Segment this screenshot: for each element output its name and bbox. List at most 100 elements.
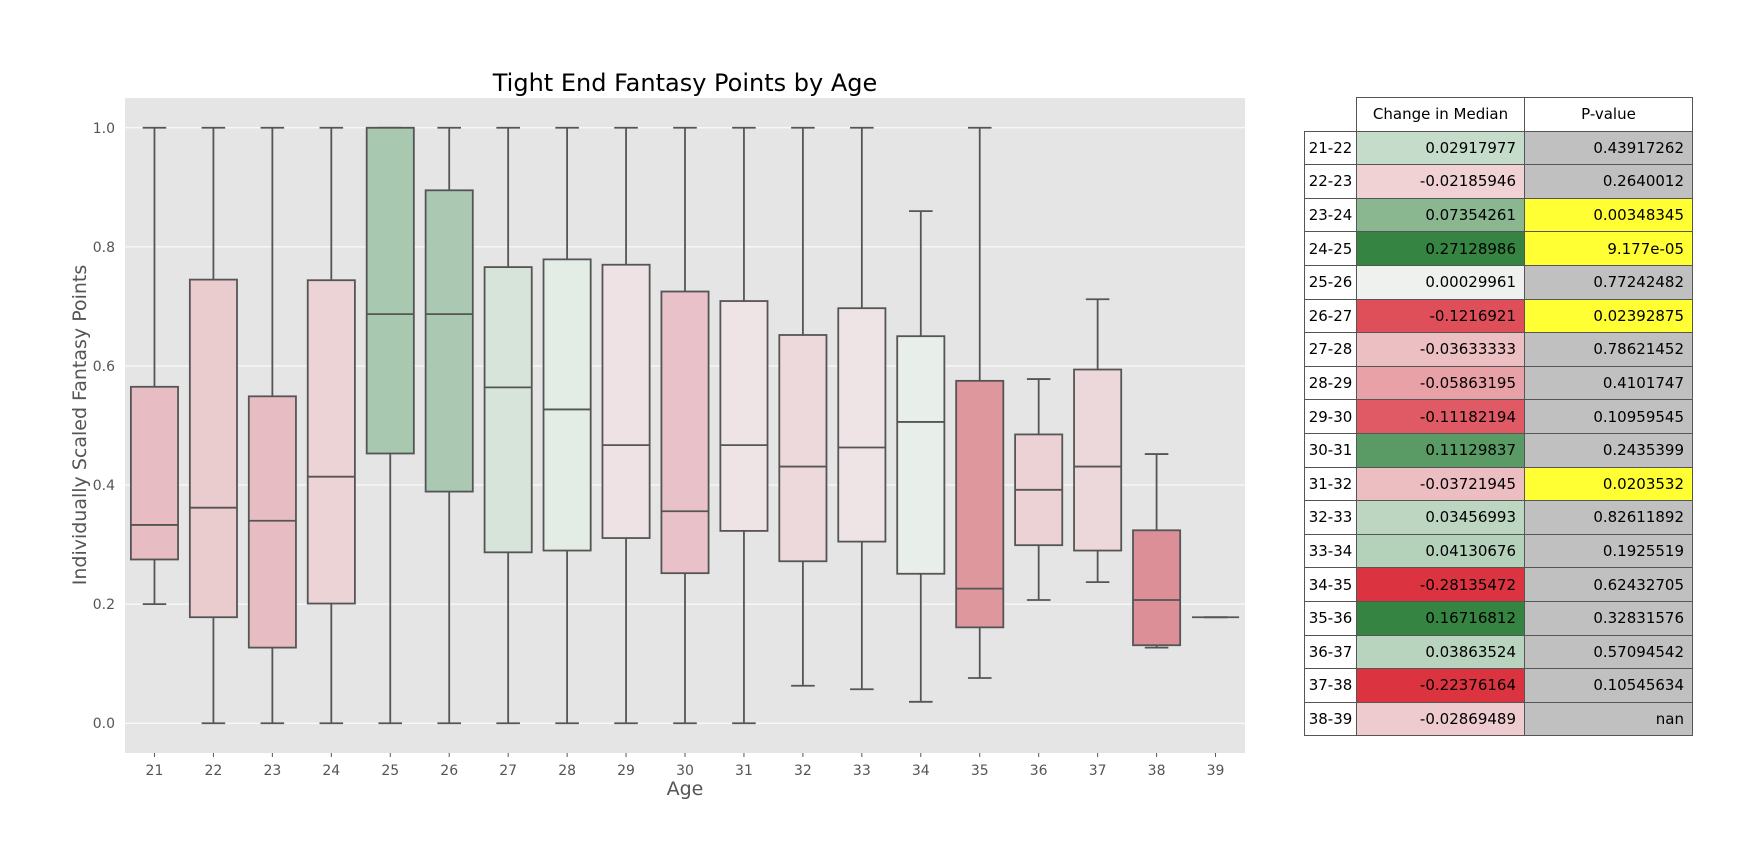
x-tick-label: 27 [499,763,517,779]
box-31 [719,126,769,725]
chart-title: Tight End Fantasy Points by Age [492,69,878,97]
box-26 [424,126,474,725]
x-tick-label: 29 [617,763,635,779]
table-row: 21-22 0.02917977 0.43917262 [1304,130,1693,166]
p-value-cell: 0.43917262 [1524,130,1693,166]
change-in-median-cell: 0.04130676 [1356,533,1525,569]
x-tick-label: 23 [263,763,281,779]
box-34 [896,210,946,703]
age-range-cell: 27-28 [1304,332,1357,367]
box-iqr [1073,368,1123,552]
x-tick-label: 37 [1089,763,1107,779]
age-range-cell: 23-24 [1304,197,1357,233]
p-value-cell: 0.2640012 [1524,164,1693,199]
age-range-cell: 29-30 [1304,399,1357,434]
table-row: 28-29 -0.05863195 0.4101747 [1304,365,1693,401]
box-iqr [247,395,297,649]
age-range-cell: 21-22 [1304,130,1357,166]
age-range-cell: 32-33 [1304,500,1357,535]
table-row: 38-39 -0.02869489 nan [1304,701,1693,737]
table-row: 30-31 0.11129837 0.2435399 [1304,432,1693,468]
age-range-cell: 38-39 [1304,701,1357,737]
age-range-cell: 28-29 [1304,365,1357,401]
change-in-median-cell: -0.1216921 [1356,298,1525,334]
change-in-median-cell: -0.22376164 [1356,668,1525,703]
age-range-cell: 34-35 [1304,567,1357,602]
table-body: 21-22 0.02917977 0.43917262 22-23 -0.0218594… [1304,130,1693,737]
p-value-cell: 9.177e-05 [1524,231,1693,266]
x-tick-label: 34 [912,763,930,779]
p-value-cell: 0.4101747 [1524,365,1693,401]
table-row: 22-23 -0.02185946 0.2640012 [1304,164,1693,199]
box-21 [129,126,179,606]
change-in-median-cell: -0.03633333 [1356,332,1525,367]
change-in-median-cell: 0.16716812 [1356,600,1525,636]
x-tick-labels: 21 22 23 24 25 26 27 28 29 30 31 32 33 34 35 36 37 38 39 [146,753,1225,779]
box-iqr [306,279,356,605]
change-in-median-cell: -0.02185946 [1356,164,1525,199]
p-value-cell: 0.57094542 [1524,634,1693,670]
box-iqr [365,126,415,455]
table-row: 24-25 0.27128986 9.177e-05 [1304,231,1693,266]
x-tick-label: 28 [558,763,576,779]
box-35 [955,126,1005,679]
box-iqr [1132,529,1182,647]
y-tick-label: 0.0 [93,716,115,732]
change-in-median-cell: -0.05863195 [1356,365,1525,401]
p-value-cell: 0.02392875 [1524,298,1693,334]
x-tick-label: 30 [676,763,694,779]
table-row: 27-28 -0.03633333 0.78621452 [1304,332,1693,367]
x-tick-label: 24 [322,763,340,779]
x-tick-label: 36 [1030,763,1048,779]
table-corner [1305,98,1357,132]
age-range-cell: 26-27 [1304,298,1357,334]
table-row: 37-38 -0.22376164 0.10545634 [1304,668,1693,703]
y-tick-label: 0.4 [93,478,115,494]
p-value-cell: 0.62432705 [1524,567,1693,602]
x-tick-label: 22 [205,763,223,779]
age-range-cell: 30-31 [1304,432,1357,468]
age-range-cell: 22-23 [1304,164,1357,199]
y-tick-label: 0.2 [93,597,115,613]
change-in-median-cell: 0.03863524 [1356,634,1525,670]
change-in-median-cell: -0.03721945 [1356,466,1525,502]
change-in-median-cell: 0.02917977 [1356,130,1525,166]
table-row: 31-32 -0.03721945 0.0203532 [1304,466,1693,502]
boxplot-chart: 0.0 0.2 0.4 0.6 0.8 1.0 21 22 23 24 25 26 27 28 29 30 3… [69,69,1245,800]
p-value-cell: 0.77242482 [1524,264,1693,300]
change-in-median-cell: 0.11129837 [1356,432,1525,468]
age-range-cell: 24-25 [1304,231,1357,266]
box-iqr [424,189,474,493]
box-iqr [188,278,238,619]
x-tick-label: 35 [971,763,989,779]
change-in-median-cell: 0.27128986 [1356,231,1525,266]
box-24 [306,126,356,725]
box-33 [837,126,887,691]
x-tick-label: 32 [794,763,812,779]
change-in-median-cell: 0.07354261 [1356,197,1525,233]
box-iqr [896,335,946,575]
box-27 [483,126,533,725]
header-change-in-median: Change in Median [1356,97,1525,132]
change-in-median-cell: -0.11182194 [1356,399,1525,434]
box-iqr [542,258,592,552]
change-in-median-cell: -0.28135472 [1356,567,1525,602]
p-value-cell: 0.2435399 [1524,432,1693,468]
age-range-cell: 36-37 [1304,634,1357,670]
p-value-cell: 0.00348345 [1524,197,1693,233]
table-row: 32-33 0.03456993 0.82611892 [1304,500,1693,535]
box-iqr [483,266,533,554]
box-30 [660,126,710,725]
median-change-table: Change in Median P-value 21-22 0.02917977… [1304,97,1693,737]
box-38 [1132,453,1182,649]
age-range-cell: 31-32 [1304,466,1357,502]
y-tick-label: 0.8 [93,240,115,256]
x-tick-label: 39 [1207,763,1225,779]
box-iqr [719,300,769,532]
table-row: 35-36 0.16716812 0.32831576 [1304,600,1693,636]
box-29 [601,126,651,725]
table-row: 26-27 -0.1216921 0.02392875 [1304,298,1693,334]
y-tick-labels: 0.0 0.2 0.4 0.6 0.8 1.0 [93,121,115,732]
x-tick-label: 33 [853,763,871,779]
x-tick-label: 25 [381,763,399,779]
